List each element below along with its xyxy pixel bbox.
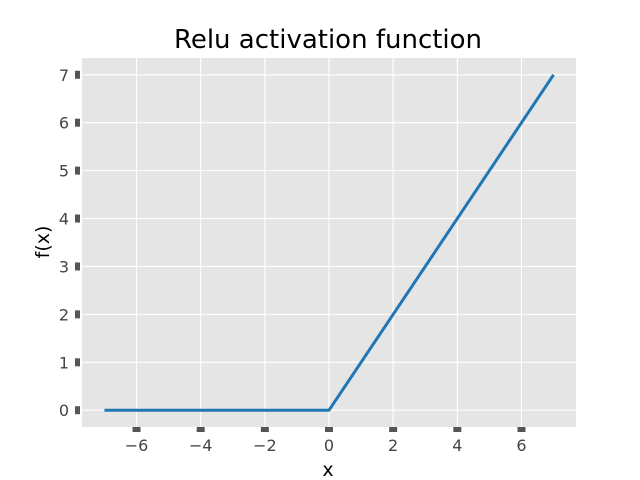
- tick-labels: −6 −4 −2 0 2 4 6 0 1 2 3 4 5 6 7: [59, 66, 527, 455]
- y-tick-label: 3: [59, 257, 69, 276]
- x-axis-label: x: [322, 459, 333, 480]
- y-tick-label: 5: [59, 162, 69, 181]
- x-tick-label: 0: [324, 436, 334, 455]
- y-tick-mark: [75, 262, 80, 271]
- y-tick-label: 4: [59, 210, 69, 229]
- x-tick-mark: [196, 427, 205, 432]
- y-tick-mark: [75, 310, 80, 319]
- x-tick-label: 6: [516, 436, 526, 455]
- tick-marks: [75, 70, 526, 432]
- x-tick-mark: [517, 427, 526, 432]
- x-tick-mark: [260, 427, 269, 432]
- chart-title: Relu activation function: [174, 25, 482, 55]
- x-tick-label: 4: [452, 436, 462, 455]
- x-tick-label: 2: [388, 436, 398, 455]
- x-tick-label: −6: [125, 436, 149, 455]
- y-tick-mark: [75, 358, 80, 367]
- x-tick-mark: [453, 427, 462, 432]
- series-group: [104, 73, 555, 412]
- x-tick-mark: [389, 427, 398, 432]
- x-tick-mark: [132, 427, 141, 432]
- y-tick-mark: [75, 118, 80, 127]
- y-tick-label: 0: [59, 401, 69, 420]
- y-tick-mark: [75, 70, 80, 79]
- x-tick-label: −4: [189, 436, 213, 455]
- y-tick-mark: [75, 406, 80, 415]
- y-tick-label: 1: [59, 353, 69, 372]
- y-tick-label: 7: [59, 66, 69, 85]
- y-tick-mark: [75, 166, 80, 175]
- x-tick-mark: [325, 427, 333, 432]
- y-tick-label: 2: [59, 305, 69, 324]
- y-axis-label: f(x): [32, 226, 54, 259]
- y-tick-label: 6: [59, 114, 69, 133]
- relu-line: [104, 73, 555, 412]
- x-tick-label: −2: [253, 436, 277, 455]
- y-tick-mark: [75, 214, 80, 223]
